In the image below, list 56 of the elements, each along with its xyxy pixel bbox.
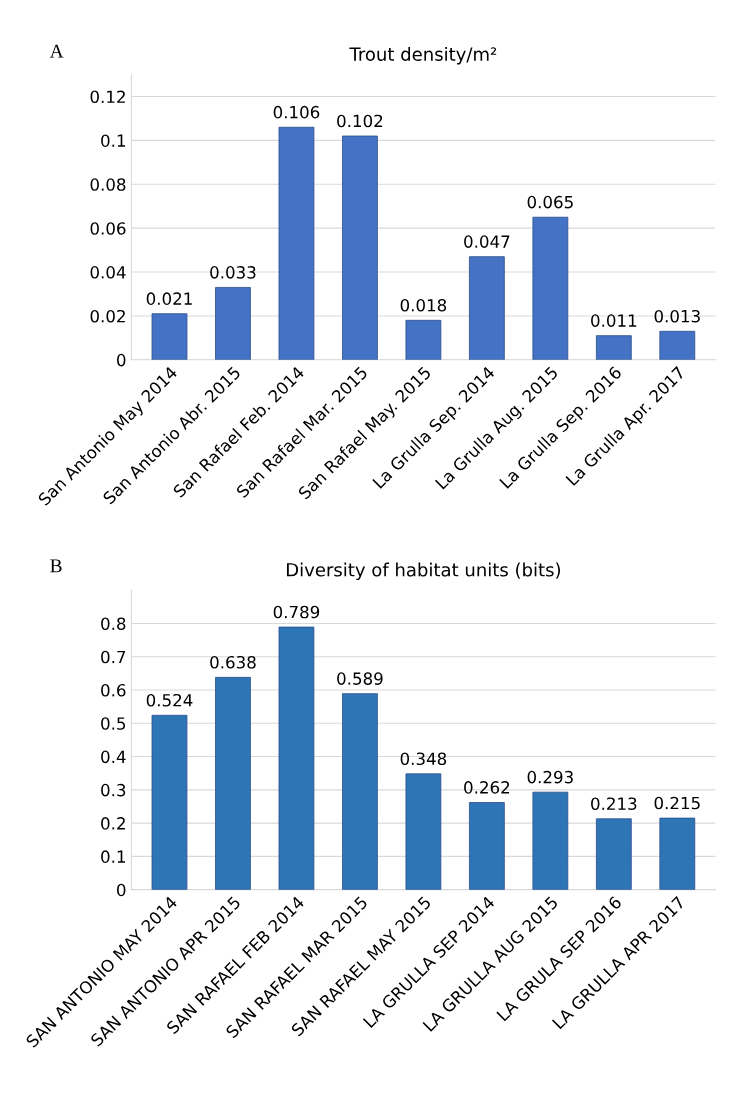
bar [469,802,505,890]
y-tick-label: 0.5 [101,717,126,730]
y-tick-label: 0.1 [101,850,125,863]
bar [405,773,442,890]
data-label: 0.065 [527,195,573,209]
y-tick-label: 0.02 [90,309,125,323]
bar [151,714,188,890]
y-tick-label: 0 [117,353,126,367]
text: A [49,44,64,58]
y-tick-label: 0.12 [90,90,125,104]
y-tick-label: 0.8 [101,617,126,631]
bar [595,818,632,890]
data-label: 0.021 [146,292,192,305]
bar [469,256,505,360]
data-label: 0.348 [400,752,447,766]
data-label: 0.589 [337,672,383,685]
data-label: 0.638 [210,655,256,669]
data-label: 0.018 [400,298,447,312]
y-tick-label: 0.08 [90,178,126,191]
bar [659,817,696,890]
y-tick-label: 0.06 [90,222,126,235]
data-label: 0.293 [527,770,573,784]
y-tick-label: 0.04 [90,266,126,279]
y-tick-label: 0.4 [101,750,126,764]
chart-title: Trout density/m² [349,46,497,65]
bar [342,135,378,360]
y-tick-label: 0.7 [101,650,126,664]
data-label: 0.106 [273,105,320,119]
data-label: 0.033 [210,266,256,279]
data-label: 0.047 [464,235,510,248]
bar [278,626,315,890]
data-label: 0.011 [591,314,637,327]
data-label: 0.524 [146,693,193,707]
bar [532,791,569,890]
y-tick-label: 0.6 [101,683,126,697]
bar [215,676,251,890]
data-label: 0.213 [591,797,637,811]
data-label: 0.215 [654,796,700,810]
chart-title: Diversity of habitat units (bits) [287,562,561,581]
bar [659,330,696,360]
bar [215,286,251,360]
bar [278,126,315,360]
data-label: 0.102 [337,114,383,128]
text: B [50,559,62,573]
data-label: 0.789 [273,605,320,619]
data-label: 0.013 [654,309,700,323]
bar [532,216,569,360]
bar [405,319,442,360]
y-tick-label: 0.3 [101,783,126,797]
y-tick-label: 0.2 [101,817,125,830]
bar [342,693,378,890]
data-label: 0.262 [464,781,510,794]
y-tick-label: 0 [117,883,126,897]
bar [595,335,632,360]
bar [151,313,188,360]
y-tick-label: 0.1 [101,134,125,147]
